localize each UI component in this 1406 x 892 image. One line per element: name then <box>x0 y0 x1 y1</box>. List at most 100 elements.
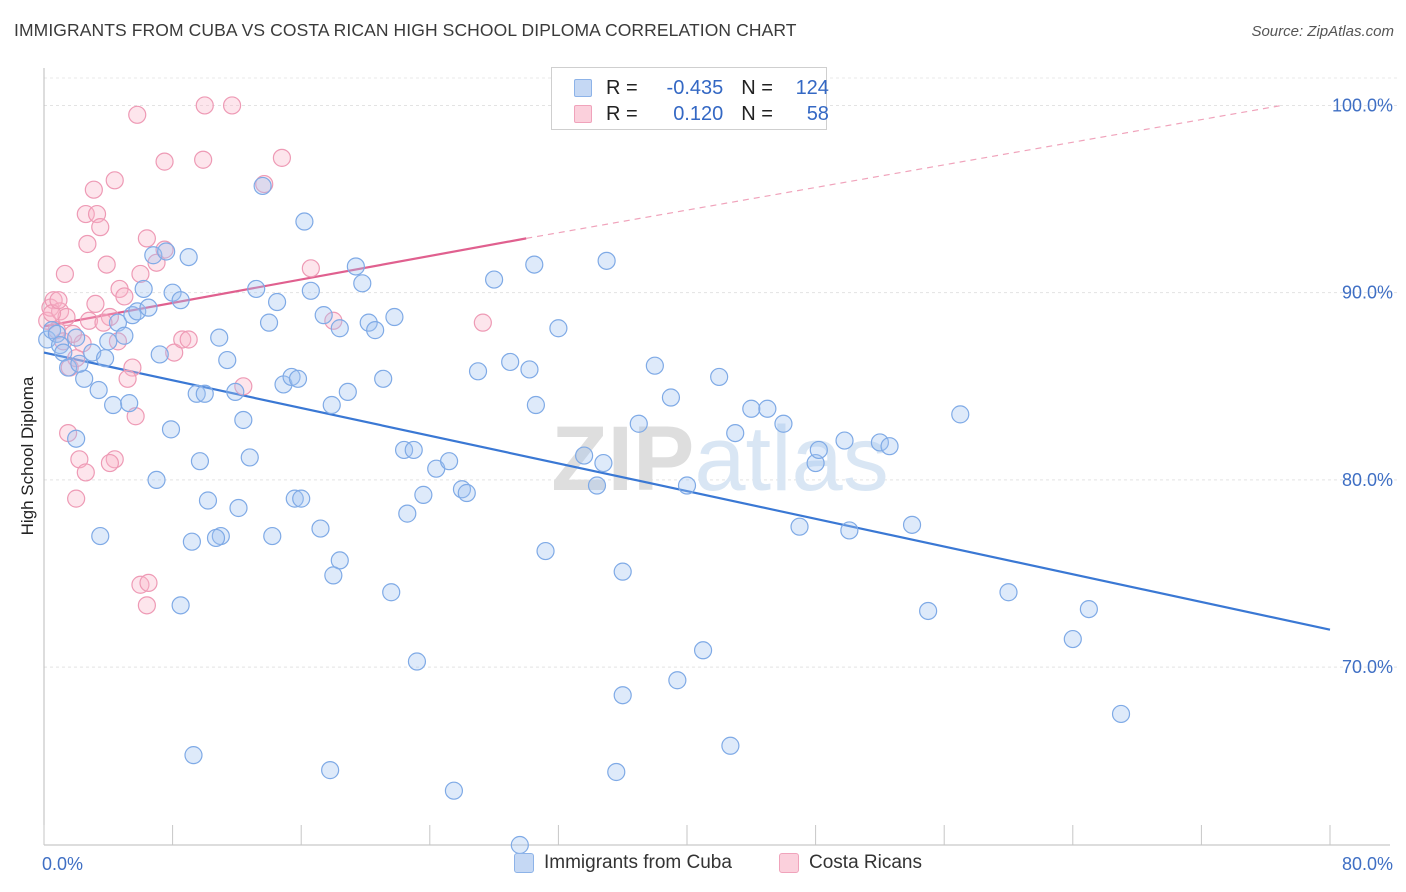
point-costa <box>49 291 68 310</box>
point-cuba <box>91 526 110 546</box>
point-costa <box>301 259 320 278</box>
point-cuba <box>267 292 287 312</box>
point-cuba <box>226 382 245 402</box>
source-label: Source: ZipAtlas.com <box>1251 23 1394 40</box>
point-cuba <box>382 583 401 602</box>
point-costa <box>118 369 137 388</box>
y-tick-label: 80.0% <box>1342 470 1393 490</box>
point-cuba <box>485 270 504 289</box>
point-cuba <box>330 551 349 570</box>
point-cuba <box>394 440 414 460</box>
point-cuba <box>398 504 417 523</box>
point-costa <box>473 313 492 332</box>
trend-line-cuba <box>43 351 1331 631</box>
point-cuba <box>171 596 190 615</box>
point-cuba <box>526 395 545 415</box>
point-costa <box>86 294 105 314</box>
axes <box>43 68 1390 846</box>
chart-title: IMMIGRANTS FROM CUBA VS COSTA RICAN HIGH… <box>14 20 797 40</box>
point-cuba <box>99 332 118 351</box>
point-cuba <box>840 521 859 540</box>
series-legend: Immigrants from Cuba Costa Ricans <box>0 852 1406 878</box>
point-costa <box>128 105 147 124</box>
point-cuba <box>594 453 613 473</box>
point-cuba <box>607 762 626 782</box>
legend-label-costa: Costa Ricans <box>809 852 922 873</box>
point-costa <box>137 596 156 615</box>
point-cuba <box>301 281 320 300</box>
trend-line-costa-extension <box>526 104 1282 239</box>
point-cuba <box>404 440 423 460</box>
point-cuba <box>902 515 922 534</box>
point-cuba <box>575 446 594 465</box>
point-cuba <box>108 313 128 332</box>
point-cuba <box>758 399 777 418</box>
point-cuba <box>120 394 139 413</box>
point-cuba <box>710 367 729 387</box>
trend-lines <box>43 104 1331 631</box>
point-cuba <box>677 476 697 495</box>
point-cuba <box>115 326 134 345</box>
point-cuba <box>322 395 341 415</box>
point-costa <box>123 358 142 377</box>
point-cuba <box>147 470 166 490</box>
point-cuba <box>468 362 488 381</box>
legend-row-cuba: R = -0.435 N = 124 <box>574 76 829 100</box>
data-points <box>38 96 1131 855</box>
point-cuba <box>184 746 203 765</box>
point-cuba <box>693 641 713 660</box>
point-cuba <box>374 369 393 388</box>
x-tick-label: 80.0% <box>1342 854 1393 874</box>
point-cuba <box>134 279 153 299</box>
point-cuba <box>198 491 218 510</box>
point-cuba <box>314 306 333 325</box>
point-costa <box>194 150 213 169</box>
point-cuba <box>47 324 66 343</box>
legend-n-value: 124 <box>795 76 829 99</box>
point-cuba <box>70 354 89 373</box>
point-cuba <box>311 519 330 538</box>
point-cuba <box>414 485 433 504</box>
point-cuba <box>247 279 266 299</box>
point-costa <box>57 307 76 327</box>
point-cuba <box>439 452 459 471</box>
point-costa <box>165 343 184 362</box>
y-tick-label: 90.0% <box>1342 283 1393 303</box>
point-cuba <box>190 452 210 471</box>
legend-n-value: 58 <box>806 102 829 125</box>
legend-r-value: 0.120 <box>673 102 724 125</box>
point-cuba <box>645 356 664 375</box>
point-cuba <box>295 212 314 231</box>
point-costa <box>179 330 198 349</box>
point-cuba <box>104 395 123 415</box>
y-axis-label: High School Diploma <box>18 376 37 535</box>
legend-row-costa: R = 0.120 N = 58 <box>574 102 829 126</box>
point-costa <box>67 489 86 508</box>
point-cuba <box>150 345 169 364</box>
point-cuba <box>1079 599 1098 619</box>
legend-n-label: N = <box>741 102 773 125</box>
point-cuba <box>330 319 349 338</box>
point-cuba <box>359 313 378 332</box>
legend-n-label: N = <box>741 76 773 99</box>
point-costa <box>222 96 242 115</box>
legend-swatch-cuba <box>574 79 592 97</box>
point-costa <box>70 450 89 469</box>
point-costa <box>94 313 113 332</box>
point-cuba <box>501 352 520 372</box>
point-costa <box>105 171 124 190</box>
legend-swatch-cuba <box>514 853 534 873</box>
point-cuba <box>774 414 793 433</box>
point-cuba <box>1111 704 1131 724</box>
y-tick-label: 100.0% <box>1332 95 1393 115</box>
point-costa <box>78 234 97 254</box>
axis-labels: 70.0% 80.0% 90.0% 100.0% 0.0% 80.0% High Schoo… <box>18 95 1393 874</box>
point-cuba <box>353 274 372 293</box>
point-cuba <box>161 420 181 439</box>
point-cuba <box>525 255 544 274</box>
point-cuba <box>95 349 115 368</box>
point-cuba <box>597 251 616 270</box>
point-cuba <box>338 382 357 402</box>
point-costa <box>137 229 156 248</box>
